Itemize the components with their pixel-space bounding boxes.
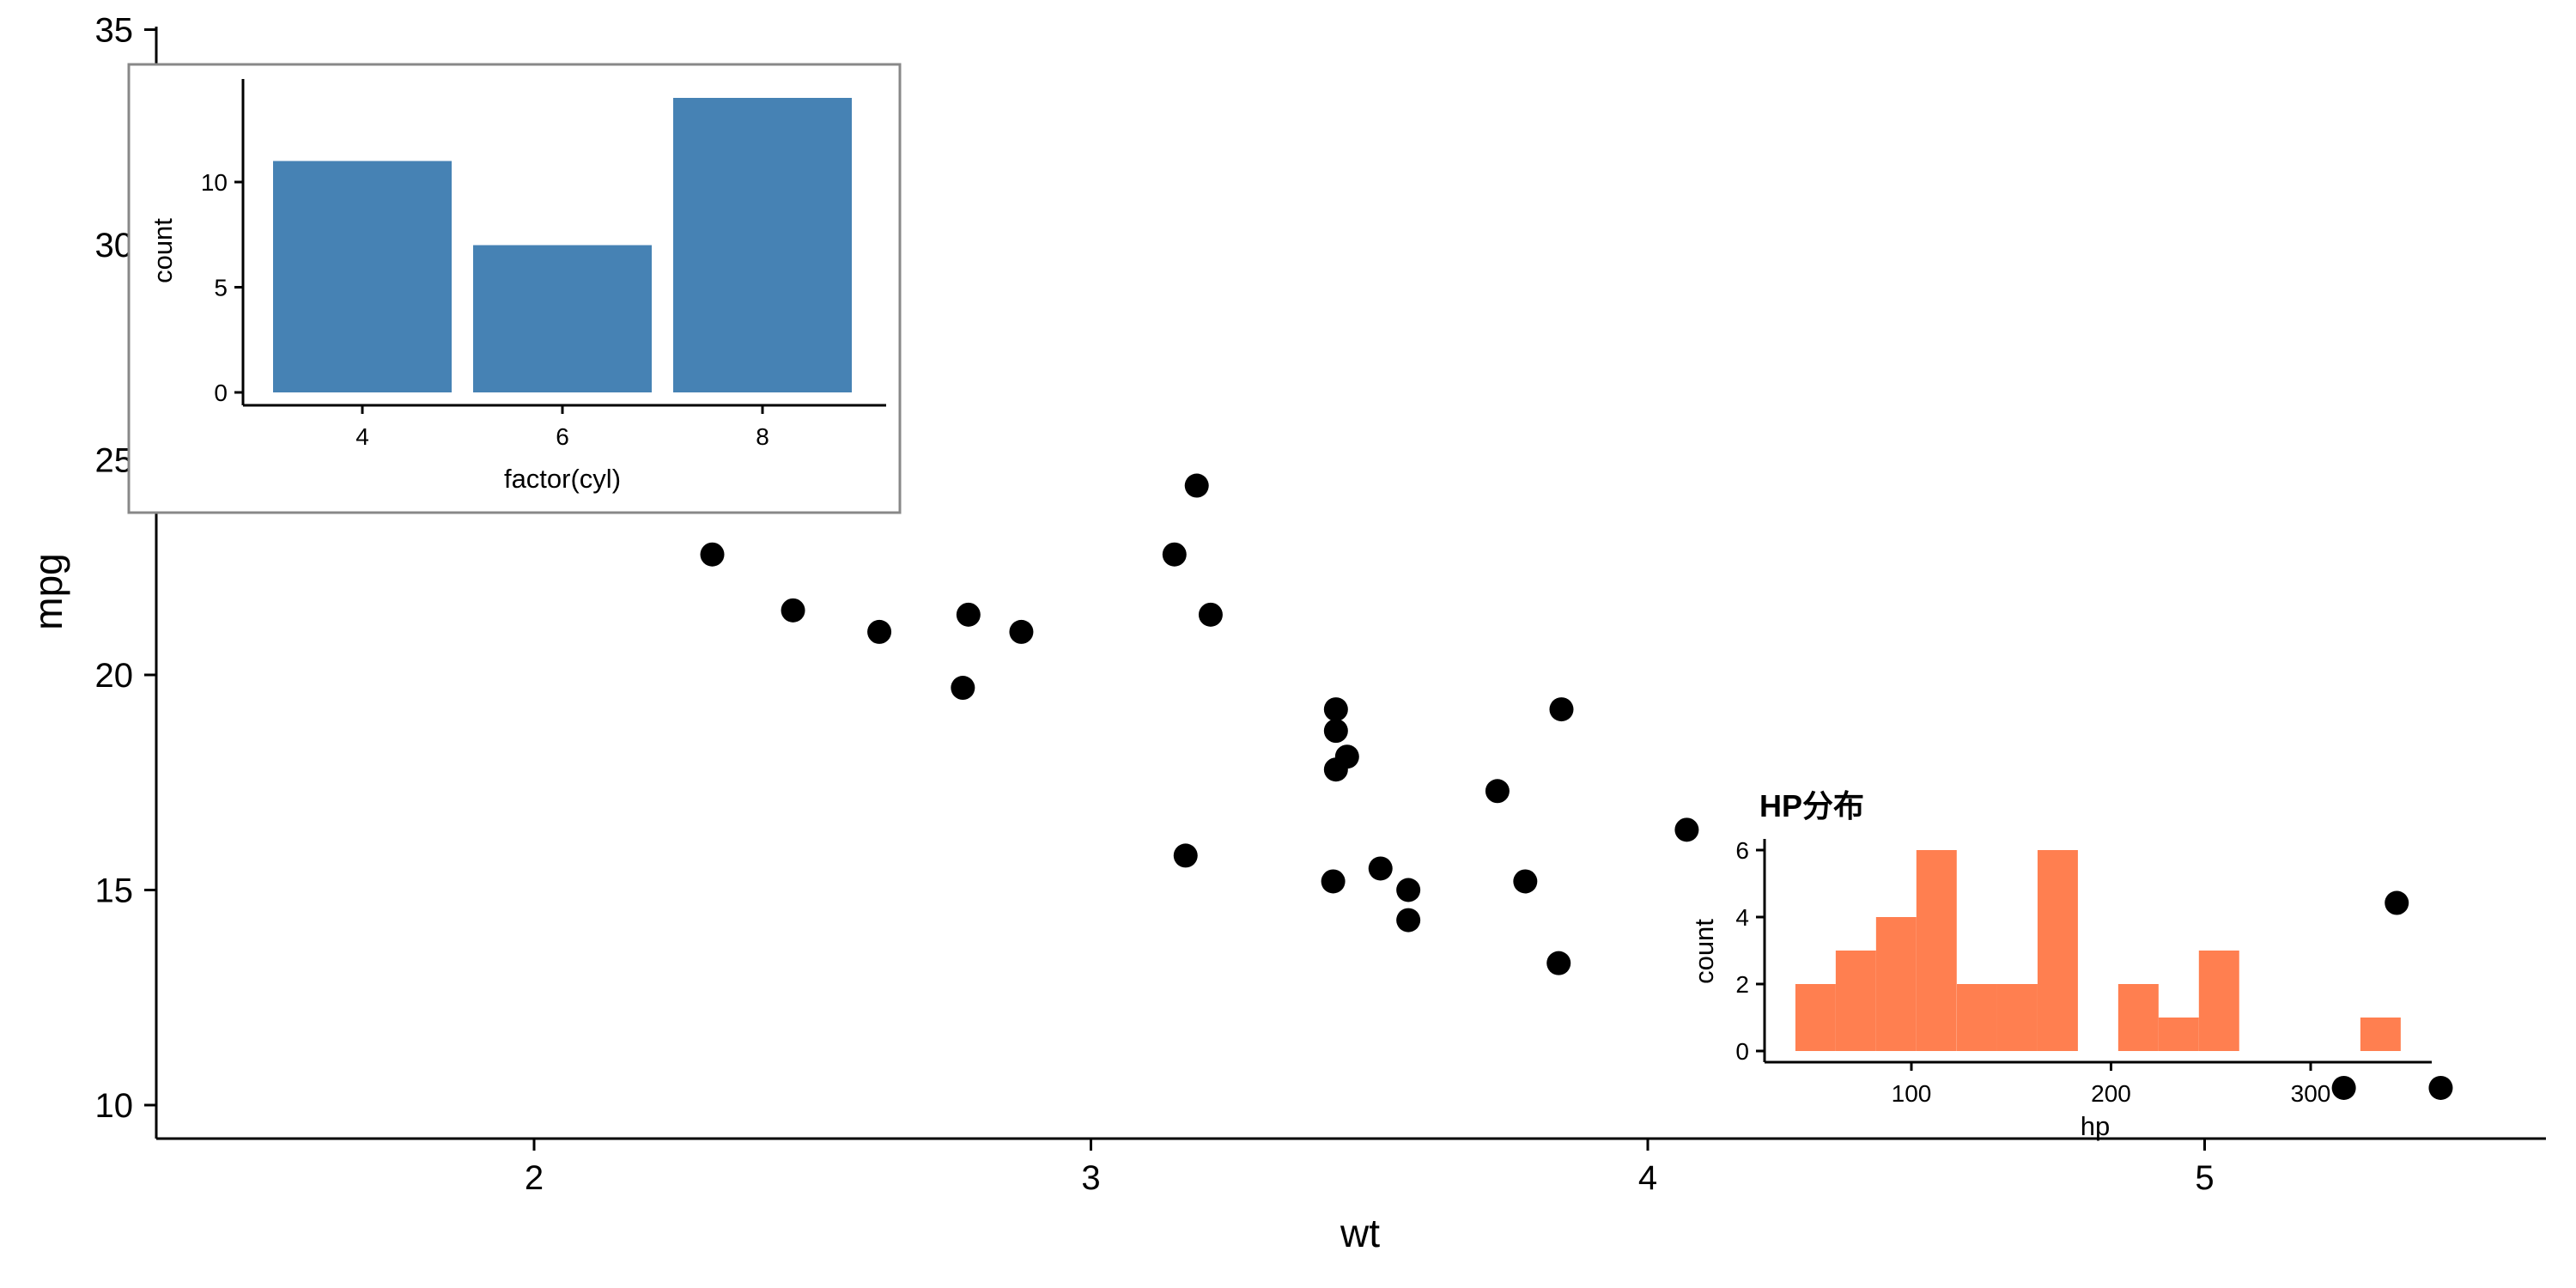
hist-bin [2198,951,2239,1051]
x-tick-label: 300 [2291,1080,2331,1107]
data-point [1321,869,1346,894]
data-point [781,598,805,623]
data-point [867,619,892,644]
y-tick-label: 4 [1735,904,1749,931]
data-point [1485,779,1510,804]
x-tick-label: 4 [1638,1159,1657,1197]
data-point [2385,890,2409,915]
data-point [1323,757,1348,782]
data-point [956,602,981,627]
cyl-y-title: count [148,218,178,283]
data-point [1396,908,1421,933]
bar-cyl-6 [473,245,652,392]
hp-inset: HP分布 100 200 300 0 2 4 6 hp count [1689,788,2432,1141]
data-point [1513,869,1538,894]
data-point [1323,719,1348,744]
hist-bin [1957,984,1997,1051]
data-point [1184,473,1209,498]
data-point [700,542,725,567]
y-tick-label: 0 [1735,1038,1749,1065]
data-point [1173,843,1198,868]
x-tick-label: 100 [1892,1080,1932,1107]
hp-x-title: hp [2081,1111,2110,1141]
data-point [2331,1075,2356,1100]
y-tick-label: 2 [1735,971,1749,998]
hist-bin [2360,1018,2401,1051]
x-tick-label: 3 [1081,1159,1100,1197]
y-tick-label: 35 [95,12,134,50]
bar-cyl-8 [673,98,852,392]
y-tick-label: 15 [95,872,134,910]
data-point [951,676,975,701]
hist-bin [2158,1018,2199,1051]
y-tick-label: 10 [201,169,228,196]
x-tick-label: 8 [756,423,769,450]
data-point [1674,817,1699,842]
hist-bin [2037,850,2078,1051]
y-tick-label: 30 [95,227,134,264]
data-point [1368,856,1393,881]
x-tick-label: 4 [355,423,369,450]
main-x-title: wt [1340,1211,1380,1255]
data-point [1009,619,1034,644]
y-tick-label: 10 [95,1087,134,1125]
data-point [1549,697,1574,722]
cyl-x-title: factor(cyl) [504,464,621,494]
hist-bin [1996,984,2038,1051]
y-tick-label: 20 [95,657,134,695]
hp-y-title: count [1689,919,1719,984]
hist-bin [1835,951,1876,1051]
data-point [1162,542,1187,567]
x-tick-label: 2 [525,1159,544,1197]
hist-bin [1875,917,1917,1051]
cyl-inset: 4 6 8 0 5 10 factor(cyl) count [127,63,902,514]
hist-bin [1795,984,1836,1051]
hist-bin [1916,850,1957,1051]
y-tick-label: 5 [214,275,228,301]
x-tick-label: 5 [2195,1159,2214,1197]
x-tick-label: 200 [2091,1080,2131,1107]
hp-inset-title: HP分布 [1759,788,1864,823]
y-tick-label: 0 [214,380,228,406]
x-tick-label: 6 [556,423,569,450]
data-point [1323,697,1348,722]
data-point [2428,1075,2453,1100]
y-tick-label: 6 [1735,837,1749,864]
bar-cyl-4 [273,161,452,392]
data-point [1198,602,1223,627]
hist-bin [2117,984,2159,1051]
data-point [1546,951,1571,975]
y-tick-label: 25 [95,442,134,480]
main-y-title: mpg [26,553,70,629]
data-point [1396,878,1421,902]
